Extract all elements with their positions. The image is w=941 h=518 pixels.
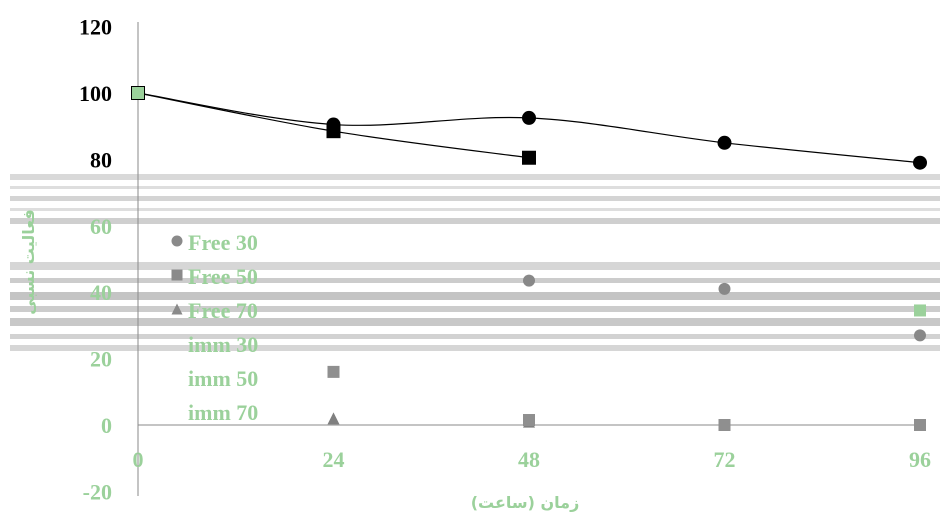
- point-imm-50: [327, 365, 340, 378]
- y-axis-title: فعالیت نسبی: [19, 209, 38, 315]
- legend-label-imm-30: imm 30: [188, 332, 258, 357]
- y-tick-label: 40: [90, 280, 112, 305]
- y-tick-label: 80: [90, 147, 112, 172]
- x-tick-label: 72: [714, 447, 736, 472]
- point-imm-70: [914, 304, 926, 317]
- y-tick-label: 60: [90, 214, 112, 239]
- point-imm-30: [523, 274, 535, 287]
- x-tick-label: 0: [133, 447, 144, 472]
- x-tick-label: 96: [909, 447, 931, 472]
- y-tick-label: 100: [79, 81, 112, 106]
- legend-marker-free-70: [171, 303, 183, 315]
- point-imm-70: [132, 87, 144, 99]
- point-free-70: [327, 412, 340, 425]
- x-axis-title: زمان (ساعت): [471, 493, 580, 512]
- point-imm-50: [914, 419, 926, 431]
- y-tick-label: -20: [83, 479, 112, 504]
- legend-label-free-50: Free 50: [188, 264, 258, 289]
- legend-label-free-30: Free 30: [188, 230, 258, 255]
- x-tick-label: 48: [518, 447, 540, 472]
- y-tick-label: 0: [101, 413, 112, 438]
- x-tick-labels: 0 24 48 72 96: [133, 447, 932, 472]
- legend-label-free-70: Free 70: [188, 298, 258, 323]
- point-free-50: [326, 124, 341, 139]
- y-tick-labels: -20 0 20 40 60 80 100 120: [79, 15, 112, 505]
- point-free-30: [522, 110, 536, 125]
- point-imm-50: [523, 414, 535, 427]
- background-artifact-bands: [10, 174, 940, 351]
- legend-marker-free-50: [171, 269, 183, 281]
- x-tick-label: 24: [323, 447, 345, 472]
- legend-label-imm-70: imm 70: [188, 400, 258, 425]
- series-points: [131, 86, 927, 431]
- point-free-30: [913, 155, 927, 170]
- point-free-50: [522, 150, 536, 165]
- legend-label-imm-50: imm 50: [188, 366, 258, 391]
- point-imm-30: [914, 329, 926, 342]
- y-tick-label: 120: [79, 15, 112, 40]
- y-tick-label: 20: [90, 347, 112, 372]
- point-imm-50: [718, 419, 731, 431]
- point-imm-30: [718, 282, 731, 295]
- legend: Free 30 Free 50 Free 70 imm 30 imm 50 imm 70: [171, 230, 258, 425]
- point-free-30: [717, 135, 732, 150]
- legend-marker-free-30: [171, 235, 183, 247]
